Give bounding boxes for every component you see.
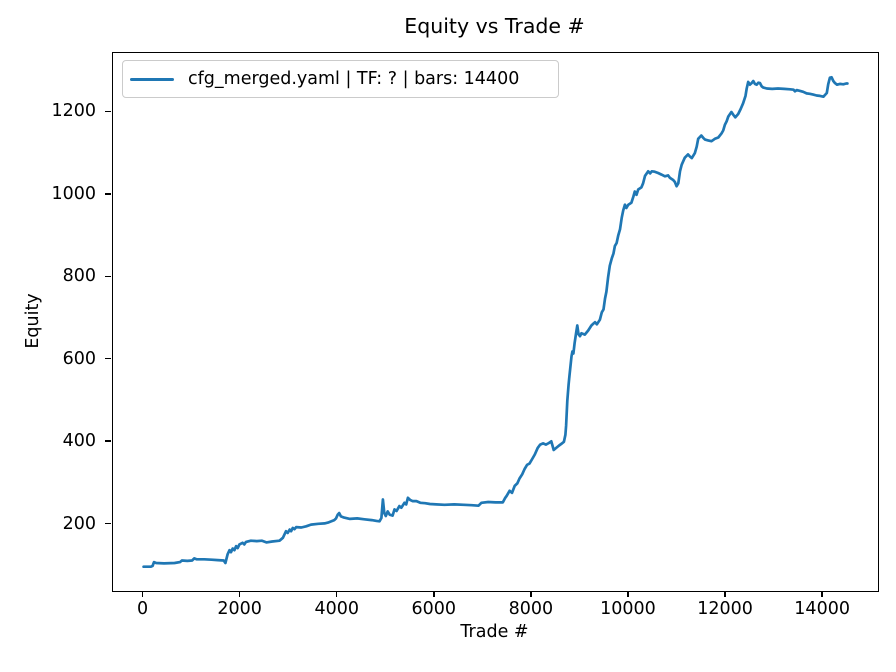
x-tick-mark [627, 591, 629, 597]
plot-area [112, 52, 879, 592]
chart-title: Equity vs Trade # [404, 14, 585, 38]
plot-canvas [142, 75, 849, 569]
y-tick-label: 1000 [51, 183, 96, 204]
x-tick-mark [530, 591, 532, 597]
legend-label: cfg_merged.yaml | TF: ? | bars: 14400 [188, 69, 520, 89]
x-tick-label: 0 [137, 599, 149, 619]
x-tick-label: 8000 [508, 599, 554, 619]
y-tick-label: 200 [62, 513, 96, 534]
y-tick-label: 1200 [51, 101, 96, 122]
y-tick-mark [105, 110, 111, 113]
y-tick-mark [105, 275, 111, 278]
x-tick-mark [141, 591, 144, 597]
x-tick-label: 4000 [314, 599, 359, 619]
x-tick-mark [433, 591, 435, 597]
legend: cfg_merged.yaml | TF: ? | bars: 14400 [122, 60, 559, 98]
x-tick-mark [821, 591, 823, 597]
y-tick-label: 800 [62, 266, 96, 287]
x-tick-label: 14000 [794, 599, 850, 619]
y-tick-label: 600 [62, 348, 96, 369]
equity-curve [142, 75, 849, 569]
x-tick-mark [724, 591, 726, 597]
x-tick-mark [238, 591, 241, 597]
x-tick-label: 2000 [217, 599, 262, 619]
legend-line-sample-icon [130, 77, 174, 81]
y-tick-label: 400 [62, 431, 96, 452]
x-tick-label: 6000 [411, 599, 457, 619]
y-tick-mark [105, 440, 111, 442]
x-tick-label: 10000 [600, 599, 656, 619]
x-tick-mark [335, 591, 338, 597]
x-axis-label: Trade # [460, 622, 529, 642]
y-tick-mark [105, 193, 111, 195]
y-tick-mark [105, 357, 111, 360]
y-axis-label: Equity [23, 293, 43, 349]
y-tick-mark [105, 522, 111, 525]
x-tick-label: 12000 [697, 599, 753, 619]
